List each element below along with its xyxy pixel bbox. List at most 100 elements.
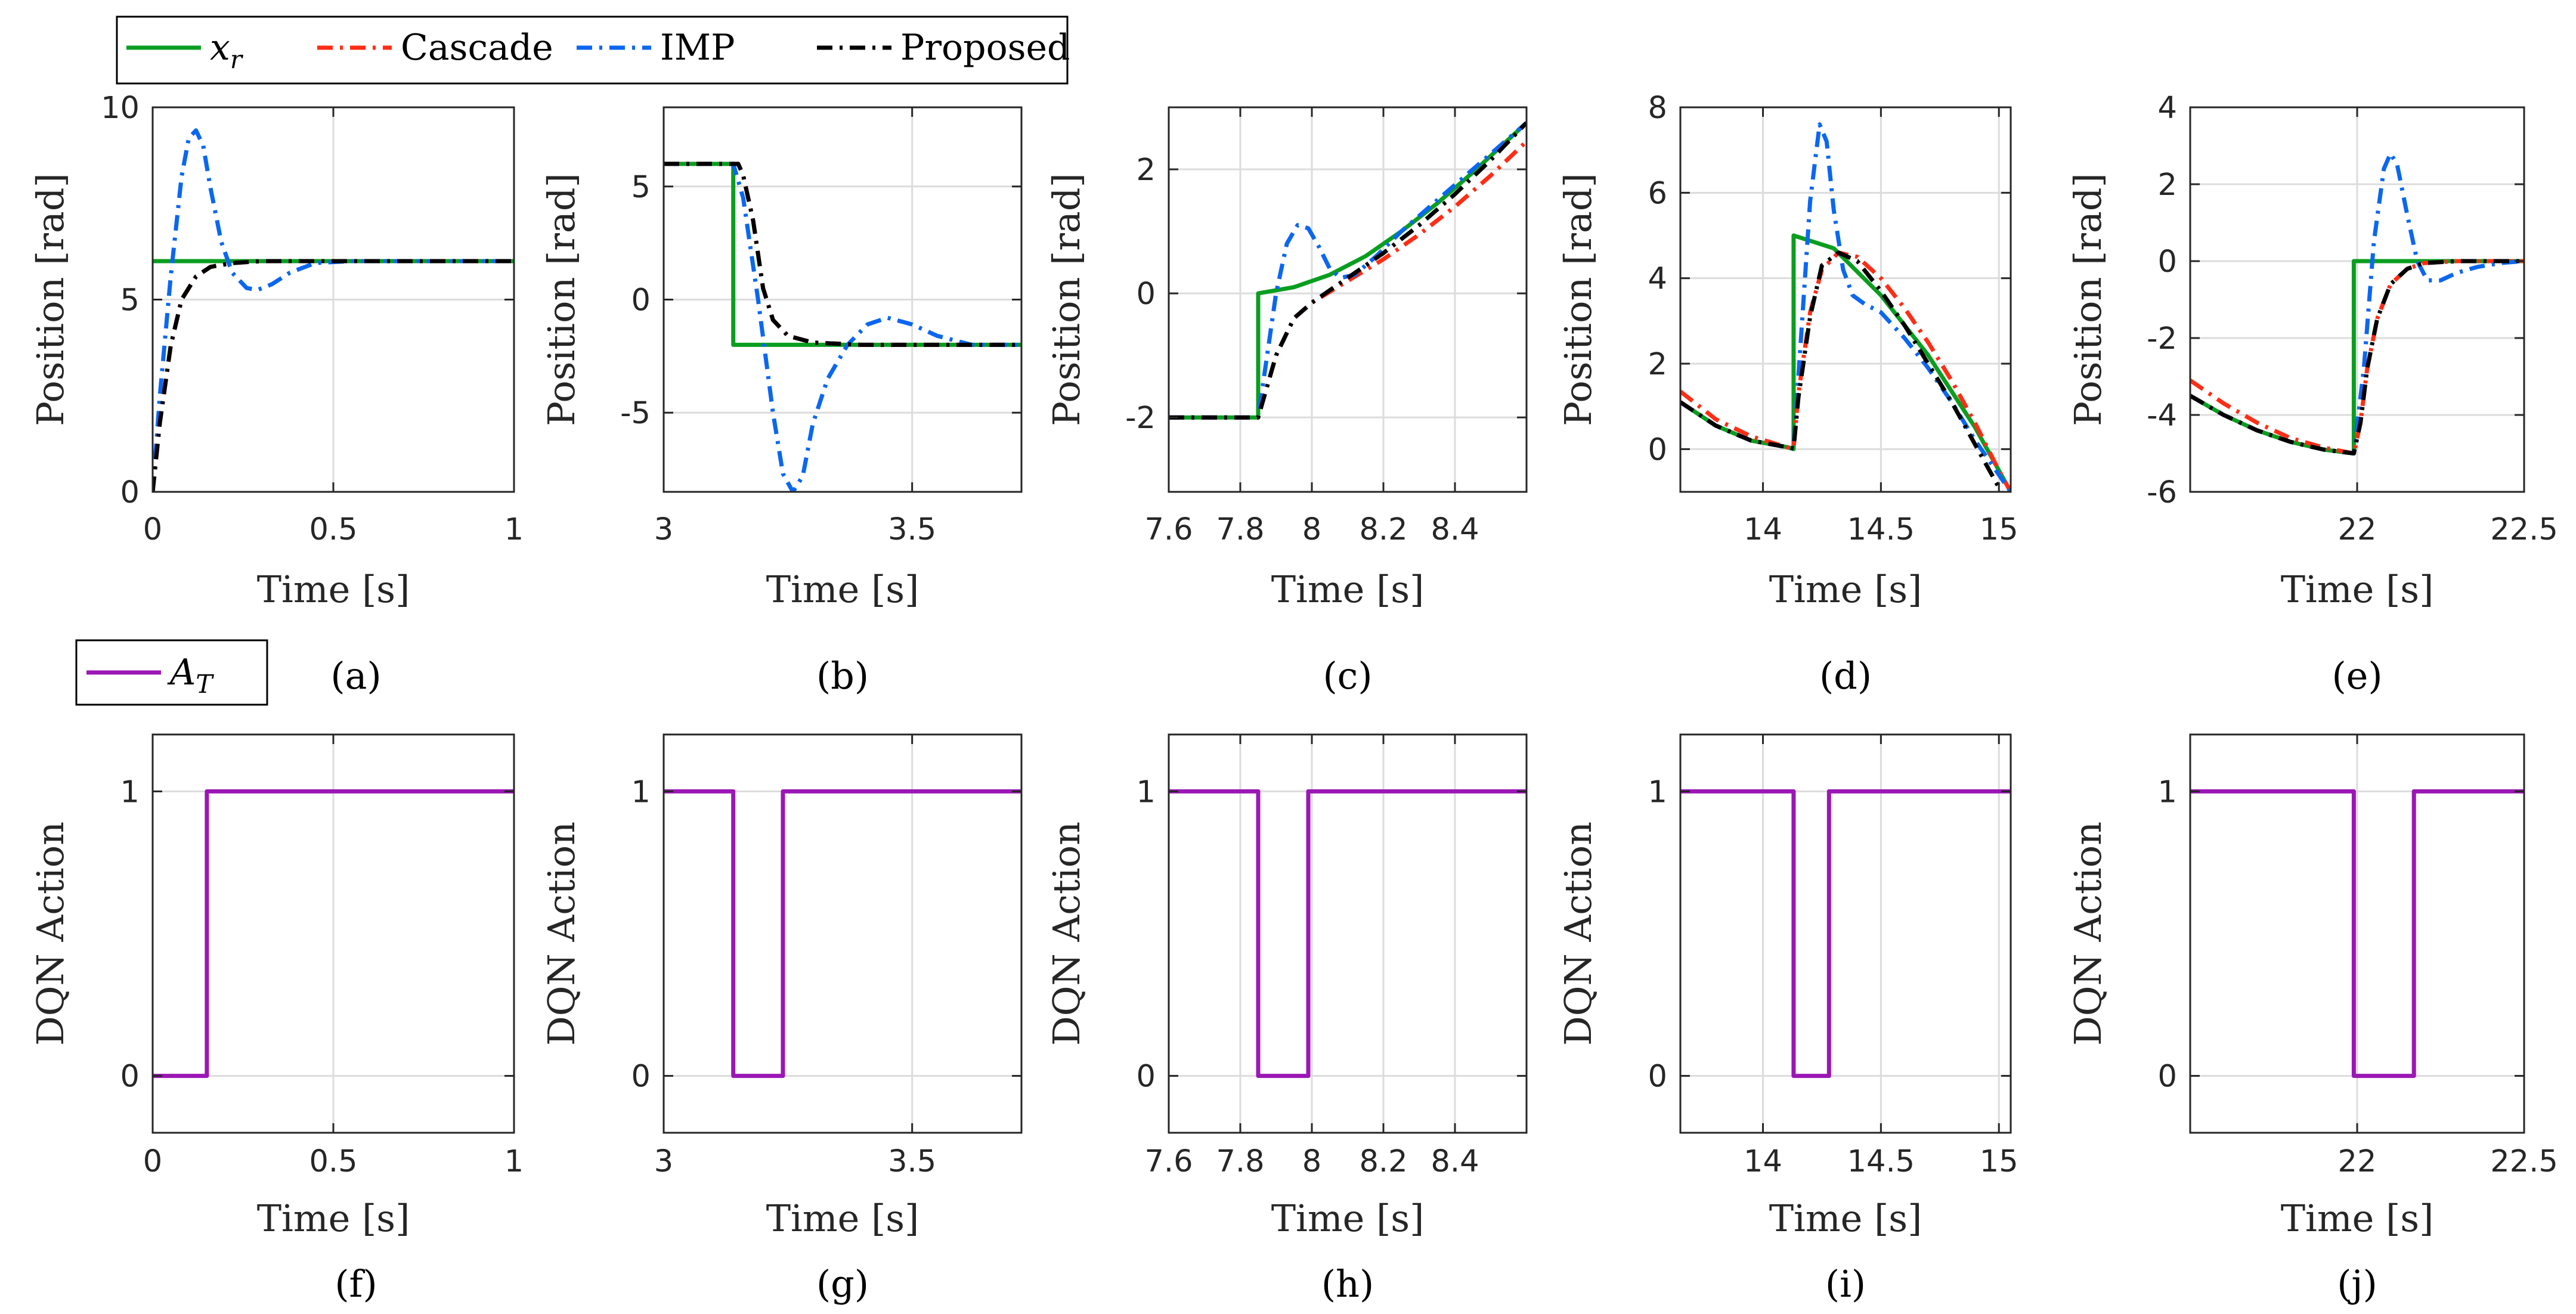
y-axis-label: DQN Action [2066,822,2110,1046]
y-tick-label: 2 [1137,153,1156,188]
axes-box [1168,106,1528,493]
x-tick-label: 14 [1744,512,1782,547]
x-tick-label: 8.2 [1359,1144,1407,1179]
panel-caption: (d) [1819,654,1872,698]
y-tick-label: -6 [2147,475,2177,510]
x-axis-label: Time [s] [257,1197,410,1240]
legend-top: xr Cascade IMP Proposed [116,16,1070,85]
x-tick-label: 7.6 [1144,1144,1193,1179]
x-axis-label: Time [s] [257,568,410,611]
x-tick-label: 22 [2338,1144,2377,1179]
panel-e: 22 22.5 -6 -4 -2 0 2 4 Time [s] Position [rad] (e) [2066,91,2558,698]
y-axis-label: DQN Action [540,822,583,1046]
series-group [664,162,1021,492]
y-tick-label: 0 [1648,432,1667,467]
series-line-action [1169,789,1527,1079]
y-tick-label: 8 [1648,91,1667,126]
x-tick-label: 15 [1980,1144,2018,1179]
x-tick-label: 0 [143,512,162,547]
x-tick-label: 3 [654,1144,673,1179]
series-group [153,128,514,492]
series-group [1169,789,1527,1079]
y-axis-label: Position [rad] [2066,173,2110,426]
x-tick-label: 14 [1744,1144,1782,1179]
legend-label-xr: xr [210,27,244,74]
x-axis-label: Time [s] [766,568,919,611]
x-axis-label: Time [s] [1769,1197,1922,1240]
series-line-imp [1680,122,2011,492]
series-group [1169,121,1527,420]
legend-box [116,16,1069,85]
x-tick-label: 7.8 [1216,512,1264,547]
y-tick-label: 6 [1648,176,1667,211]
y-tick-label: -2 [2147,321,2177,357]
y-tick-label: 4 [2158,91,2177,126]
x-axis-label: Time [s] [2281,568,2434,611]
x-axis-label: Time [s] [766,1197,919,1240]
series-line-imp [153,128,514,492]
x-tick-label: 3.5 [888,1144,936,1179]
series-line-imp [664,162,1021,492]
legend-label-action: AT [167,652,214,699]
series-line-xr [1169,121,1527,420]
panel-caption: (b) [816,654,869,698]
series-line-cascade [1680,250,2011,492]
x-tick-label: 8.2 [1359,512,1407,547]
x-tick-label: 7.8 [1216,1144,1264,1179]
y-tick-label: 0 [2158,244,2177,280]
x-tick-label: 14.5 [1847,1144,1915,1179]
axes-box [1168,733,1528,1134]
panel-caption: (c) [1323,654,1372,698]
y-tick-label: 1 [1137,774,1156,810]
panel-caption: (f) [335,1262,377,1306]
y-axis-label: Position [rad] [540,173,583,426]
y-tick-label: -5 [620,396,651,431]
panel-j: 22 22.5 0 1 Time [s] DQN Action (j) [2066,733,2558,1306]
series-group [1680,789,2011,1079]
legend-label-imp: IMP [660,27,735,69]
series-line-imp [1169,121,1527,420]
y-tick-label: 0 [631,1059,651,1095]
y-tick-label: -2 [1125,401,1156,436]
y-axis-label: DQN Action [1045,822,1088,1046]
series-line-action [153,789,514,1079]
axes-box [662,733,1023,1134]
legend-bottom: AT [75,639,268,706]
series-group [2190,789,2524,1079]
panel-h: 7.6 7.8 8 8.2 8.4 0 1 Time [s] DQN Action (h) [1045,733,1528,1306]
panel-i: 14 14.5 15 0 1 Time [s] DQN Action (i) [1556,733,2018,1306]
panel-caption: (i) [1825,1262,1866,1306]
y-tick-label: 0 [2158,1059,2177,1095]
y-tick-label: 2 [1648,347,1667,382]
y-axis-label: Position [rad] [1045,173,1088,426]
panel-f: 0 0.5 1 0 1 Time [s] DQN Action (f) [29,733,524,1306]
series-group [664,789,1021,1079]
y-tick-label: 0 [1137,277,1156,312]
y-tick-label: 0 [1648,1059,1667,1095]
y-tick-label: 1 [120,774,140,810]
x-tick-label: 15 [1980,512,2018,547]
series-group [1680,122,2011,492]
y-tick-label: 4 [1648,262,1667,297]
x-tick-label: 22.5 [2490,512,2558,547]
x-tick-label: 7.6 [1144,512,1193,547]
series-group [153,789,514,1079]
panel-caption: (j) [2337,1262,2377,1306]
y-tick-label: -4 [2147,398,2177,433]
y-axis-label: Position [rad] [29,173,72,426]
legend-label-proposed: Proposed [900,27,1070,69]
x-axis-label: Time [s] [1271,1197,1425,1240]
x-tick-label: 14.5 [1847,512,1915,547]
y-tick-label: 1 [631,774,651,810]
series-line-proposed [2190,259,2524,455]
panel-caption: (a) [330,654,381,698]
x-tick-label: 22 [2338,512,2377,547]
x-tick-label: 1 [504,512,524,547]
x-tick-label: 3 [654,512,673,547]
legend-label-cascade: Cascade [401,27,553,69]
axes-box [1679,106,2012,493]
x-tick-label: 0 [143,1144,162,1179]
x-tick-label: 3.5 [888,512,936,547]
